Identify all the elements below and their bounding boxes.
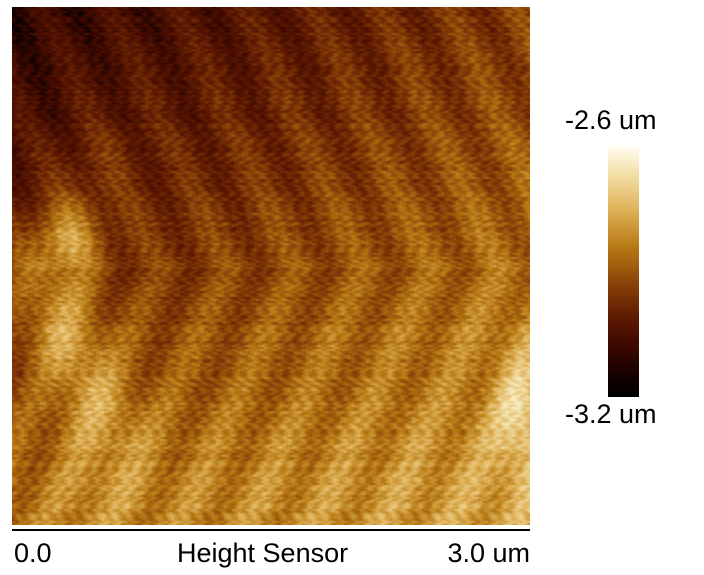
channel-name-label: Height Sensor xyxy=(177,538,349,568)
height-colorbar xyxy=(608,146,639,397)
scale-bar-line xyxy=(12,529,530,531)
scale-end-label: 3.0 um xyxy=(447,538,530,568)
colorbar-min-label: -3.2 um xyxy=(565,399,657,429)
scale-start-label: 0.0 xyxy=(14,538,52,568)
colorbar-max-label: -2.6 um xyxy=(565,105,657,135)
afm-height-image xyxy=(12,7,530,525)
